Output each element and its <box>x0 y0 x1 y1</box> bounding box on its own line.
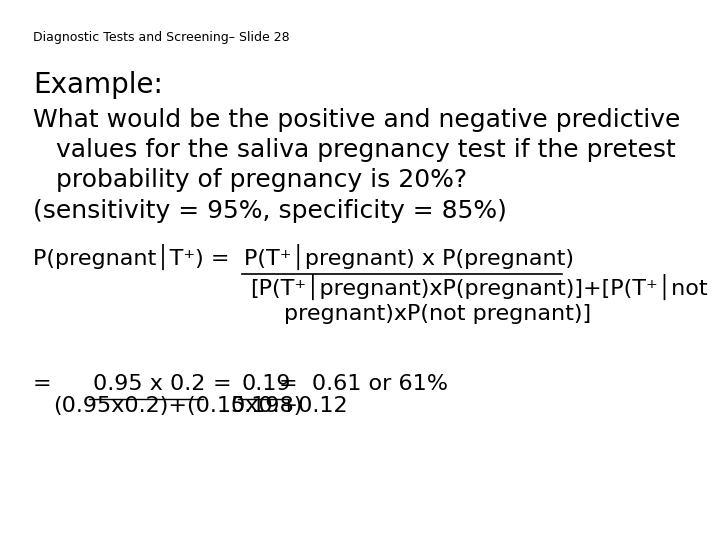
Text: P(T⁺│pregnant) x P(pregnant): P(T⁺│pregnant) x P(pregnant) <box>245 244 575 270</box>
Text: What would be the positive and negative predictive: What would be the positive and negative … <box>33 108 680 132</box>
Text: [P(T⁺│pregnant)xP(pregnant)]+[P(T⁺│not: [P(T⁺│pregnant)xP(pregnant)]+[P(T⁺│not <box>250 274 708 300</box>
Text: =  0.61 or 61%: = 0.61 or 61% <box>279 374 448 394</box>
Text: 0.95 x 0.2: 0.95 x 0.2 <box>93 374 205 394</box>
Text: values for the saliva pregnancy test if the pretest: values for the saliva pregnancy test if … <box>55 138 675 162</box>
Text: =: = <box>33 374 51 394</box>
Text: probability of pregnancy is 20%?: probability of pregnancy is 20%? <box>55 168 467 192</box>
Text: pregnant)xP(not pregnant)]: pregnant)xP(not pregnant)] <box>284 303 592 323</box>
Text: 0.19+0.12: 0.19+0.12 <box>230 396 348 416</box>
Text: (0.95x0.2)+(0.15x0.8): (0.95x0.2)+(0.15x0.8) <box>53 396 302 416</box>
Text: =: = <box>213 374 232 394</box>
Text: Example:: Example: <box>33 71 163 99</box>
Text: Diagnostic Tests and Screening– Slide 28: Diagnostic Tests and Screening– Slide 28 <box>33 31 289 44</box>
Text: 0.19: 0.19 <box>242 374 291 394</box>
Text: P(pregnant│T⁺) =: P(pregnant│T⁺) = <box>33 244 229 270</box>
Text: (sensitivity = 95%, specificity = 85%): (sensitivity = 95%, specificity = 85%) <box>33 199 507 223</box>
